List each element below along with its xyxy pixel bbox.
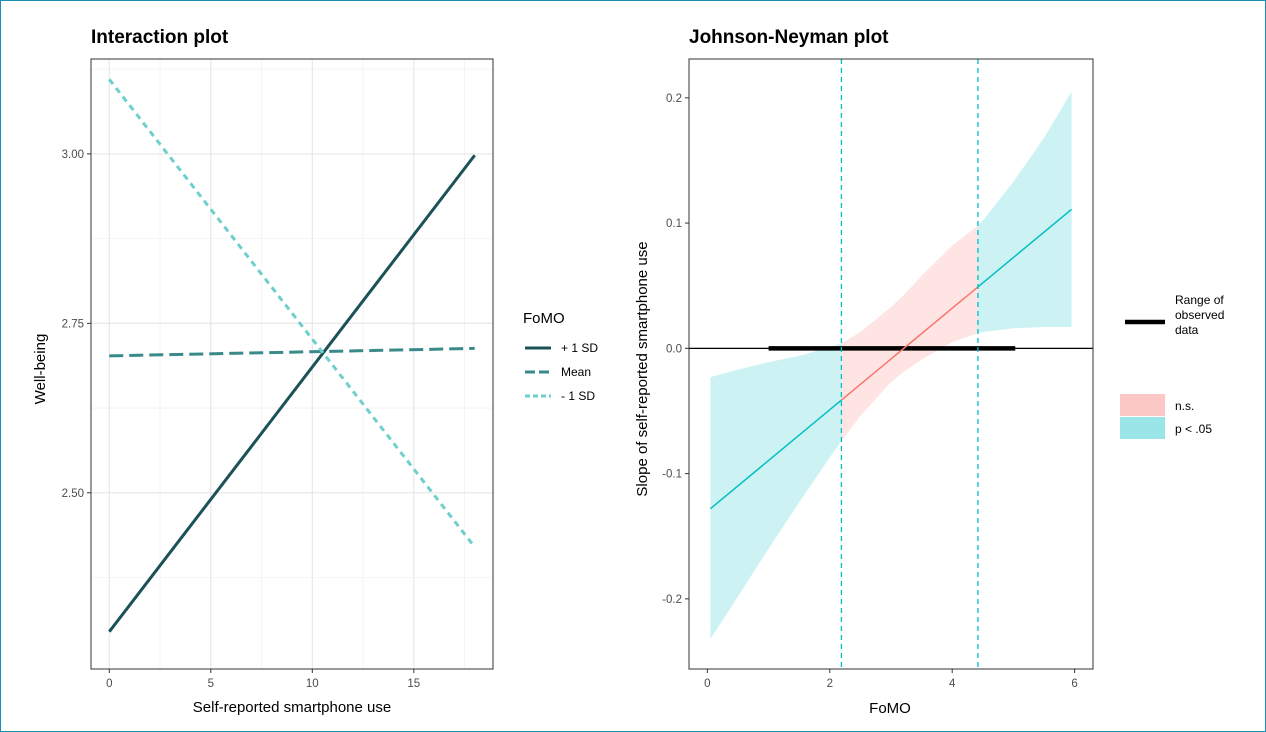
- jn-lines: [689, 59, 1093, 669]
- slope-line-significant-low: [709, 399, 842, 510]
- x-tick-label: 6: [1071, 678, 1077, 690]
- band-significant-high: [977, 91, 1072, 334]
- interaction-y-label: Well-being: [32, 334, 49, 405]
- legend-key-fill-0: [1120, 394, 1165, 416]
- jn-confidence-band: [710, 91, 1072, 639]
- y-tick-label: -0.2: [662, 594, 682, 606]
- x-tick-label: 2: [827, 678, 833, 690]
- legend-label-1: Mean: [561, 365, 591, 379]
- jn-plot-title: Johnson-Neyman plot: [689, 27, 889, 48]
- legend-label-fill-1: p < .05: [1175, 422, 1212, 436]
- interaction-plot-title: Interaction plot: [91, 27, 229, 48]
- slope-line-significant-high: [977, 208, 1073, 288]
- legend-label-observed-range: observed: [1175, 308, 1224, 322]
- legend-label-fill-0: n.s.: [1175, 399, 1194, 413]
- x-tick-label: 5: [208, 678, 214, 690]
- legend-label-0: + 1 SD: [561, 341, 598, 355]
- y-tick-label: 0.2: [666, 93, 682, 105]
- legend-key-fill-1: [1120, 417, 1165, 439]
- x-tick-label: 0: [704, 678, 710, 690]
- interaction-legend: FoMO + 1 SD Mean - 1 SD: [523, 310, 598, 403]
- y-tick-label: 0.0: [666, 343, 682, 355]
- jn-y-axis: -0.2 -0.1 0.0 0.1 0.2: [662, 93, 689, 606]
- jn-panel-border: [688, 58, 1094, 670]
- series-line-1: [109, 346, 475, 358]
- y-tick-label: 0.1: [666, 218, 682, 230]
- band-significant-low: [710, 343, 842, 639]
- interaction-x-label: Self-reported smartphone use: [193, 699, 391, 716]
- slope-line-not-significant: [840, 286, 979, 401]
- legend-label-observed-range: Range of: [1175, 293, 1224, 307]
- interaction-grid: [91, 59, 493, 669]
- legend-label-2: - 1 SD: [561, 389, 595, 403]
- x-tick-label: 10: [306, 678, 319, 690]
- band-not-significant: [841, 225, 978, 442]
- series-line-0: [108, 154, 476, 633]
- legend-label-observed-range: data: [1175, 323, 1199, 337]
- jn-x-axis: 0 2 4 6: [704, 669, 1078, 690]
- interaction-panel: Interaction plot 0 5 10 15 2.50 2.75 3.00 Sel…: [32, 27, 598, 716]
- interaction-x-axis: 0 5 10 15: [106, 669, 420, 690]
- y-tick-label: 2.75: [62, 318, 84, 330]
- legend-title: FoMO: [523, 310, 565, 327]
- x-tick-label: 0: [106, 678, 112, 690]
- y-tick-label: -0.1: [662, 469, 682, 481]
- interaction-panel-border: [90, 58, 494, 670]
- x-tick-label: 4: [949, 678, 956, 690]
- johnson-neyman-panel: Johnson-Neyman plot 0 2 4 6 -0.2 -0.1 0.0 0.1 0…: [634, 27, 1224, 717]
- jn-x-label: FoMO: [869, 700, 911, 717]
- interaction-series: [108, 78, 476, 633]
- jn-y-label: Slope of self-reported smartphone use: [634, 241, 651, 496]
- x-tick-label: 15: [407, 678, 420, 690]
- y-tick-label: 3.00: [62, 149, 84, 161]
- series-line-2: [108, 78, 476, 548]
- y-tick-label: 2.50: [62, 488, 84, 500]
- interaction-y-axis: 2.50 2.75 3.00: [62, 149, 91, 500]
